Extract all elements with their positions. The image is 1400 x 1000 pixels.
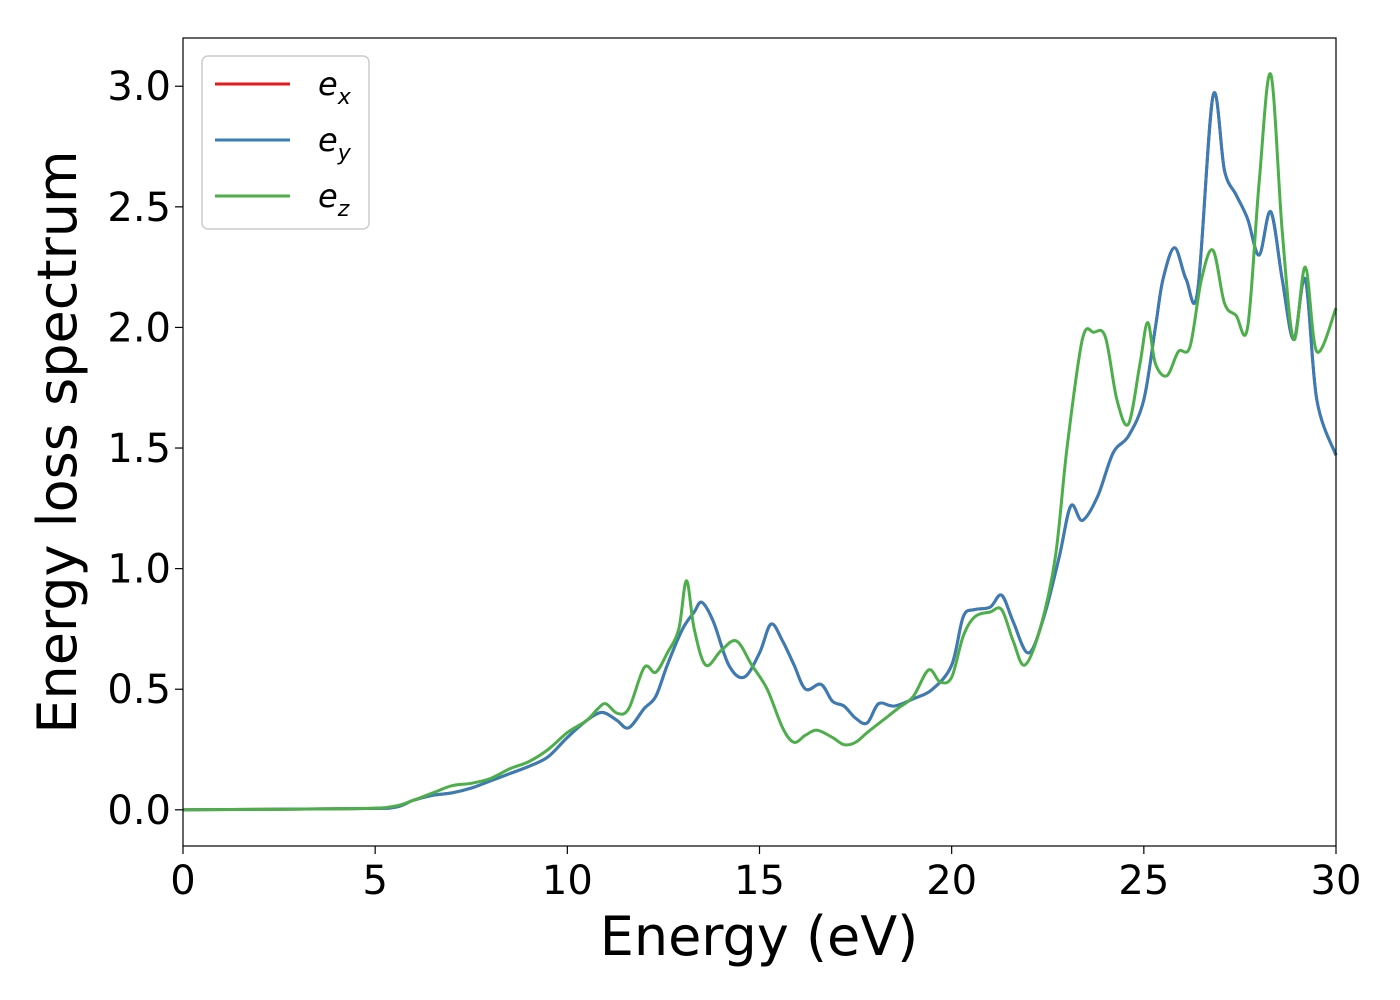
- y-axis: 0.0 0.5 1.0 1.5 2.0 2.5 3.0: [107, 64, 183, 834]
- legend-label-subscript: z: [337, 197, 350, 222]
- y-tick-label: 3.0: [107, 64, 171, 110]
- y-tick-label: 0.5: [107, 667, 171, 713]
- legend-label-ez: ez: [318, 177, 350, 222]
- legend-label-base: e: [318, 65, 338, 103]
- legend-label-ex: ex: [318, 65, 352, 110]
- legend-label-subscript: y: [337, 141, 352, 166]
- x-tick-label: 10: [542, 858, 593, 904]
- x-tick-label: 15: [734, 858, 785, 904]
- x-axis-label: Energy (eV): [600, 905, 919, 968]
- x-tick-label: 0: [170, 858, 195, 904]
- x-axis: 0 5 10 15 20 25 30: [170, 846, 1361, 904]
- y-tick-label: 0.0: [107, 788, 171, 834]
- legend-box: [201, 55, 370, 230]
- y-tick-label: 2.5: [107, 185, 171, 231]
- x-tick-label: 5: [362, 858, 387, 904]
- x-tick-label: 20: [926, 858, 977, 904]
- y-axis-label: Energy loss spectrum: [26, 150, 89, 733]
- x-tick-label: 30: [1311, 858, 1362, 904]
- legend-label-base: e: [318, 177, 338, 215]
- legend-label-ey: ey: [318, 121, 352, 166]
- y-tick-label: 1.0: [107, 547, 171, 593]
- series-line-ey: [182, 91, 1338, 812]
- legend-label-base: e: [318, 121, 338, 159]
- y-tick-label: 1.5: [107, 426, 171, 472]
- series-layer: [182, 72, 1338, 812]
- y-tick-label: 2.0: [107, 305, 171, 351]
- series-line-ez: [182, 72, 1338, 812]
- x-tick-label: 25: [1118, 858, 1169, 904]
- legend-label-subscript: x: [337, 85, 352, 110]
